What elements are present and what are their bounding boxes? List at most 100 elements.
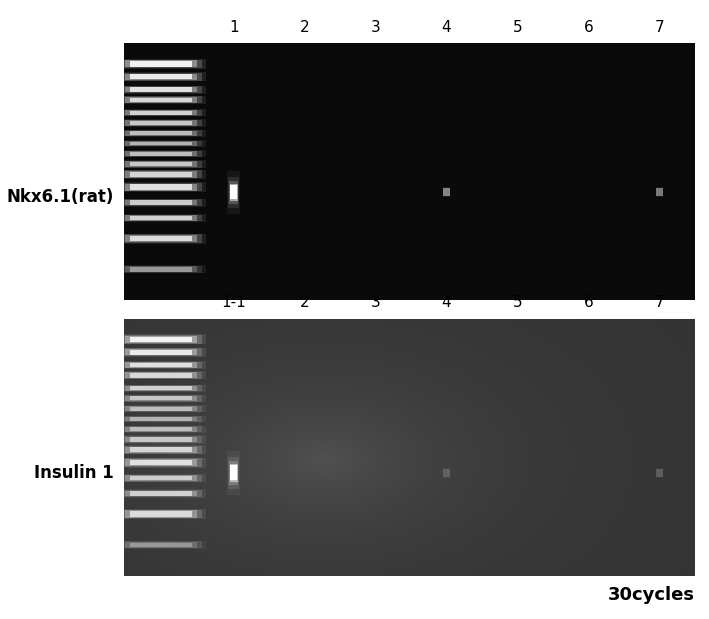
- Bar: [125, 417, 197, 422]
- Bar: [121, 542, 201, 548]
- Bar: [116, 140, 206, 147]
- Bar: [116, 474, 206, 482]
- Bar: [116, 457, 206, 467]
- Bar: [443, 187, 450, 197]
- Bar: [121, 335, 201, 344]
- Bar: [130, 396, 192, 400]
- Bar: [121, 459, 201, 467]
- Text: 5: 5: [513, 20, 523, 35]
- Bar: [130, 447, 192, 452]
- Bar: [125, 511, 197, 517]
- Bar: [116, 96, 206, 104]
- Bar: [125, 235, 197, 242]
- Bar: [130, 61, 192, 67]
- Bar: [121, 150, 201, 157]
- Bar: [228, 451, 240, 495]
- Bar: [130, 215, 192, 220]
- Bar: [130, 542, 192, 547]
- Text: 2: 2: [300, 20, 310, 35]
- Bar: [116, 509, 206, 519]
- Bar: [125, 542, 197, 548]
- Bar: [116, 119, 206, 126]
- Bar: [125, 491, 197, 496]
- Text: 4: 4: [442, 295, 452, 310]
- Bar: [121, 406, 201, 412]
- Bar: [130, 98, 192, 102]
- Bar: [116, 182, 206, 192]
- Bar: [121, 396, 201, 402]
- Bar: [121, 475, 201, 482]
- Bar: [116, 59, 206, 69]
- Bar: [116, 436, 206, 444]
- Bar: [130, 476, 192, 480]
- Bar: [125, 120, 197, 126]
- Bar: [130, 427, 192, 431]
- Bar: [116, 160, 206, 168]
- Bar: [116, 541, 206, 549]
- Bar: [125, 362, 197, 368]
- Bar: [443, 469, 450, 477]
- Bar: [121, 266, 201, 273]
- Bar: [116, 405, 206, 412]
- Bar: [116, 361, 206, 369]
- Bar: [125, 110, 197, 115]
- Bar: [121, 436, 201, 443]
- Text: 1-1: 1-1: [221, 295, 246, 310]
- Bar: [125, 151, 197, 157]
- Bar: [229, 181, 238, 204]
- Bar: [121, 183, 201, 191]
- Bar: [130, 350, 192, 355]
- Bar: [230, 184, 238, 201]
- Bar: [116, 395, 206, 402]
- Bar: [125, 87, 197, 92]
- Bar: [116, 199, 206, 207]
- Text: Nkx6.1(rat): Nkx6.1(rat): [6, 188, 113, 207]
- Bar: [125, 171, 197, 178]
- Text: 1: 1: [229, 20, 238, 35]
- Text: 4: 4: [442, 20, 452, 35]
- Bar: [121, 416, 201, 422]
- Bar: [116, 334, 206, 344]
- Bar: [121, 490, 201, 497]
- Bar: [230, 465, 238, 480]
- Bar: [130, 437, 192, 442]
- Bar: [125, 459, 197, 466]
- Bar: [130, 373, 192, 378]
- Bar: [130, 511, 192, 517]
- Bar: [125, 60, 197, 67]
- Bar: [230, 464, 238, 482]
- Bar: [121, 59, 201, 68]
- Bar: [116, 150, 206, 157]
- Bar: [130, 363, 192, 367]
- Bar: [130, 417, 192, 421]
- Bar: [116, 371, 206, 379]
- Bar: [130, 131, 192, 135]
- Bar: [121, 361, 201, 368]
- Text: 5: 5: [513, 295, 523, 310]
- Bar: [130, 111, 192, 115]
- Bar: [125, 161, 197, 167]
- Bar: [130, 267, 192, 272]
- Text: Insulin 1: Insulin 1: [34, 464, 113, 482]
- Bar: [121, 426, 201, 432]
- Bar: [125, 184, 197, 191]
- Text: 6: 6: [584, 295, 593, 310]
- Bar: [121, 235, 201, 243]
- Bar: [116, 109, 206, 116]
- Bar: [121, 446, 201, 454]
- Bar: [116, 490, 206, 498]
- Bar: [125, 475, 197, 481]
- Bar: [125, 373, 197, 378]
- Bar: [130, 337, 192, 342]
- Bar: [443, 468, 450, 478]
- Bar: [130, 87, 192, 92]
- Bar: [121, 510, 201, 518]
- Bar: [121, 160, 201, 168]
- Text: 7: 7: [654, 295, 664, 310]
- Bar: [130, 162, 192, 167]
- Bar: [116, 426, 206, 433]
- Bar: [116, 445, 206, 454]
- Bar: [116, 214, 206, 222]
- Bar: [228, 177, 239, 208]
- Bar: [125, 267, 197, 272]
